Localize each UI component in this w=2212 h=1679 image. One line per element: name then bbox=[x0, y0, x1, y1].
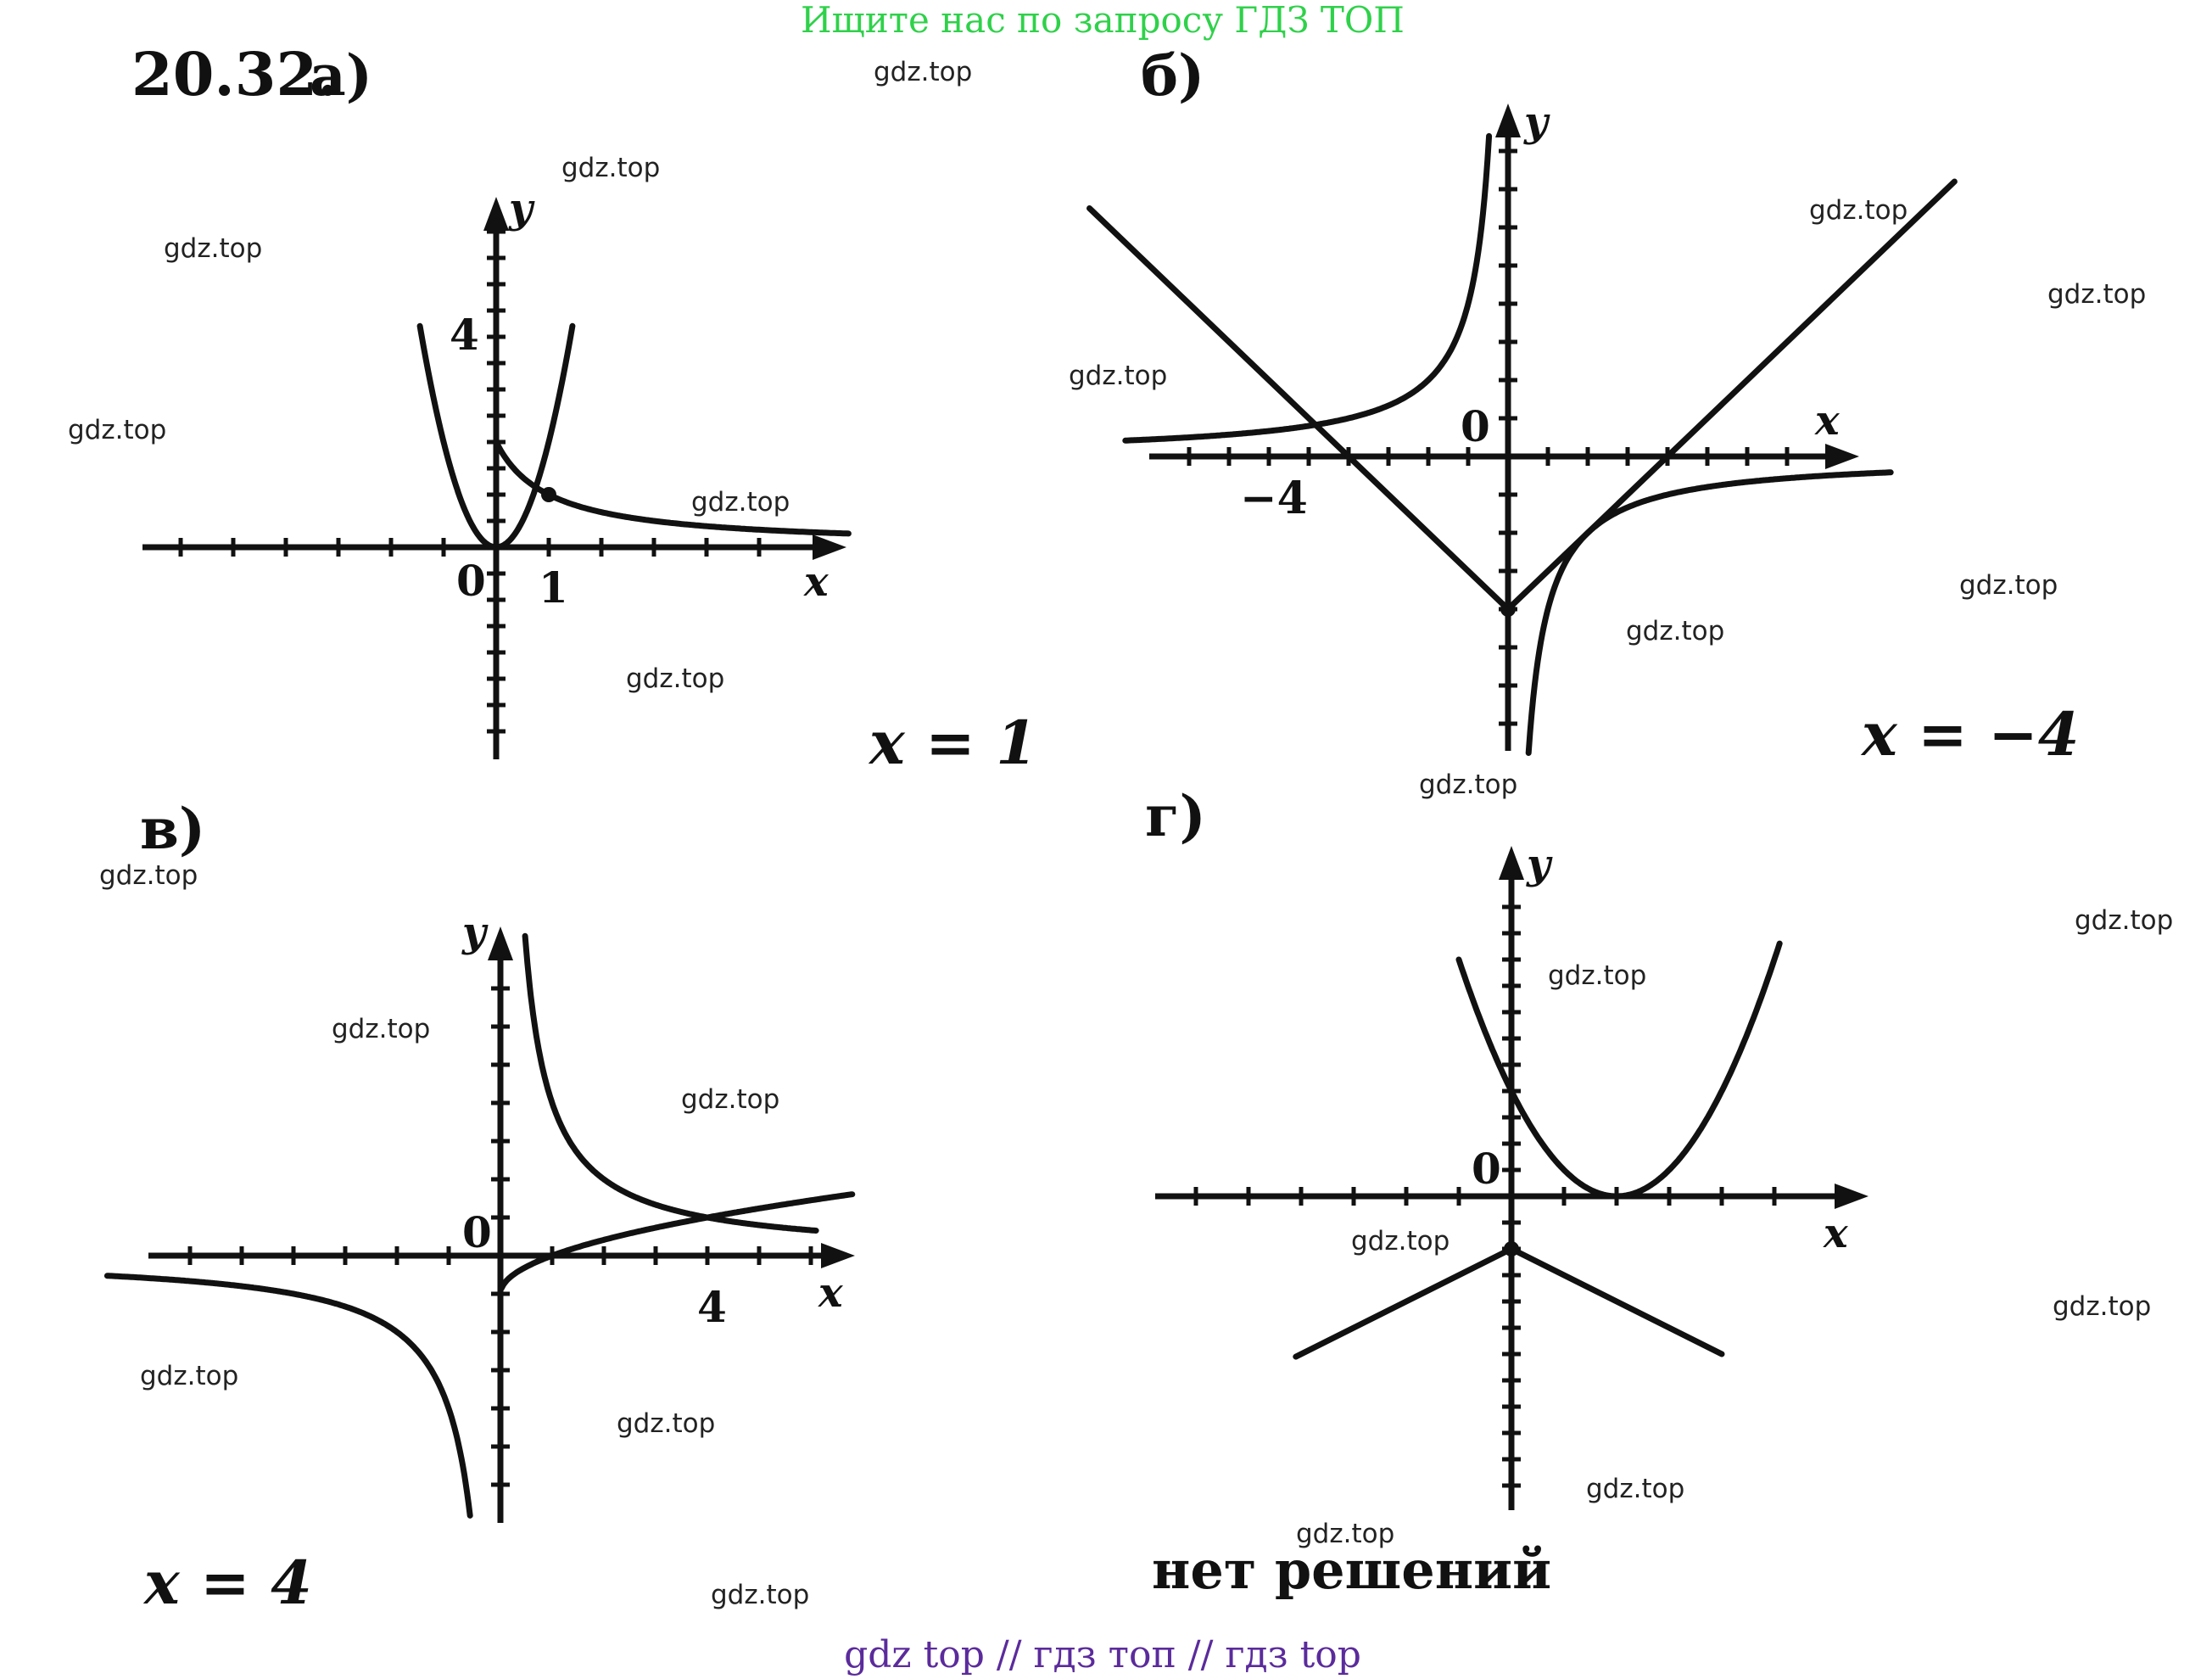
watermark: gdz.top bbox=[874, 57, 972, 87]
watermark: gdz.top bbox=[140, 1361, 238, 1391]
origin-label: 0 bbox=[462, 1207, 492, 1257]
y-axis-arrow bbox=[1495, 104, 1521, 137]
x-axis-arrow bbox=[821, 1243, 855, 1268]
tick-marks bbox=[178, 229, 762, 734]
watermark: gdz.top bbox=[617, 1408, 715, 1439]
answer: x = −4 bbox=[1860, 699, 2079, 770]
vertex-point bbox=[1504, 1241, 1519, 1256]
parabola-curve bbox=[416, 322, 576, 551]
x-axis-label: x bbox=[818, 1269, 844, 1317]
watermark: gdz.top bbox=[164, 233, 262, 264]
watermark: gdz.top bbox=[1809, 195, 1908, 226]
hyperbola-right-branch bbox=[1525, 469, 1894, 756]
hyperbola-right-branch bbox=[522, 932, 819, 1234]
panel-b: б) y x 0 −4 x = −4 bbox=[1086, 42, 2079, 770]
watermark: gdz.top bbox=[2075, 905, 2173, 936]
intersection-point bbox=[541, 487, 556, 502]
y-axis-arrow bbox=[488, 926, 513, 960]
x-tick-label-4: 4 bbox=[697, 1282, 727, 1332]
origin-label: 0 bbox=[1461, 401, 1490, 451]
panel-a: а) y x 0 1 4 x = 1 bbox=[142, 42, 1037, 778]
x-tick-label-1: 1 bbox=[539, 562, 568, 613]
panel-label: б) bbox=[1141, 42, 1204, 109]
x-axis-label: x bbox=[803, 558, 830, 606]
answer: x = 4 bbox=[142, 1547, 312, 1618]
watermark: gdz.top bbox=[691, 487, 790, 518]
watermark: gdz.top bbox=[2047, 279, 2146, 310]
x-axis-arrow bbox=[1825, 444, 1859, 469]
panel-v: в) y x 0 4 x = 4 bbox=[103, 796, 856, 1618]
parabola-curve bbox=[1455, 940, 1783, 1200]
panel-label: г) bbox=[1145, 783, 1206, 849]
watermark: gdz.top bbox=[1419, 770, 1517, 800]
watermark: gdz.top bbox=[2053, 1291, 2151, 1322]
panel-label: в) bbox=[140, 796, 205, 862]
watermark: gdz.top bbox=[1548, 960, 1646, 991]
watermark: gdz.top bbox=[561, 153, 660, 183]
panel-g: г) y x 0 нет решений bbox=[1145, 783, 1868, 1601]
tick-marks bbox=[187, 986, 813, 1487]
vertex-point bbox=[1500, 602, 1516, 617]
x-tick-label-minus-4: −4 bbox=[1240, 473, 1308, 524]
watermark: gdz.top bbox=[1351, 1226, 1450, 1256]
y-axis-label: y bbox=[508, 185, 535, 232]
watermark: gdz.top bbox=[332, 1014, 430, 1044]
promo-header[interactable]: Ищите нас по запросу ГДЗ ТОП bbox=[801, 0, 1405, 41]
absolute-value-curve bbox=[1086, 178, 1958, 613]
x-axis-label: x bbox=[1823, 1210, 1849, 1257]
panel-label: а) bbox=[310, 42, 372, 109]
y-axis-arrow bbox=[1499, 846, 1524, 880]
watermark: gdz.top bbox=[1586, 1474, 1684, 1504]
watermark: gdz.top bbox=[99, 860, 198, 891]
answer: нет решений bbox=[1152, 1539, 1551, 1601]
x-axis-arrow bbox=[813, 534, 846, 560]
watermark: gdz.top bbox=[68, 415, 166, 445]
hyperbola-left-branch bbox=[1122, 132, 1493, 444]
watermark: gdz.top bbox=[1959, 570, 2058, 601]
watermark: gdz.top bbox=[711, 1580, 809, 1610]
problem-number: 20.32. bbox=[131, 39, 338, 109]
tick-marks bbox=[1193, 904, 1777, 1488]
watermark: gdz.top bbox=[1069, 361, 1167, 391]
x-axis-label: x bbox=[1814, 397, 1841, 445]
y-axis-label: y bbox=[1526, 841, 1553, 888]
y-axis-label: y bbox=[461, 909, 489, 956]
answer: x = 1 bbox=[868, 708, 1037, 778]
watermark: gdz.top bbox=[626, 663, 724, 694]
root-curve bbox=[498, 1191, 856, 1292]
tick-marks bbox=[1187, 148, 1790, 726]
y-axis-arrow bbox=[483, 197, 509, 231]
watermark: gdz.top bbox=[681, 1084, 779, 1115]
watermark-layer: gdz.top gdz.top gdz.top gdz.top gdz.top … bbox=[68, 57, 2173, 1610]
origin-label: 0 bbox=[1472, 1144, 1501, 1194]
watermark: gdz.top bbox=[1626, 616, 1724, 646]
origin-label: 0 bbox=[456, 556, 486, 606]
footer-links[interactable]: gdz top // гдз топ // гдз top bbox=[844, 1633, 1361, 1676]
watermark: gdz.top bbox=[1296, 1519, 1394, 1549]
x-axis-arrow bbox=[1835, 1184, 1868, 1209]
y-tick-label-4: 4 bbox=[450, 310, 479, 360]
y-axis-label: y bbox=[1523, 98, 1550, 146]
hyperbola-left-branch bbox=[103, 1273, 473, 1519]
